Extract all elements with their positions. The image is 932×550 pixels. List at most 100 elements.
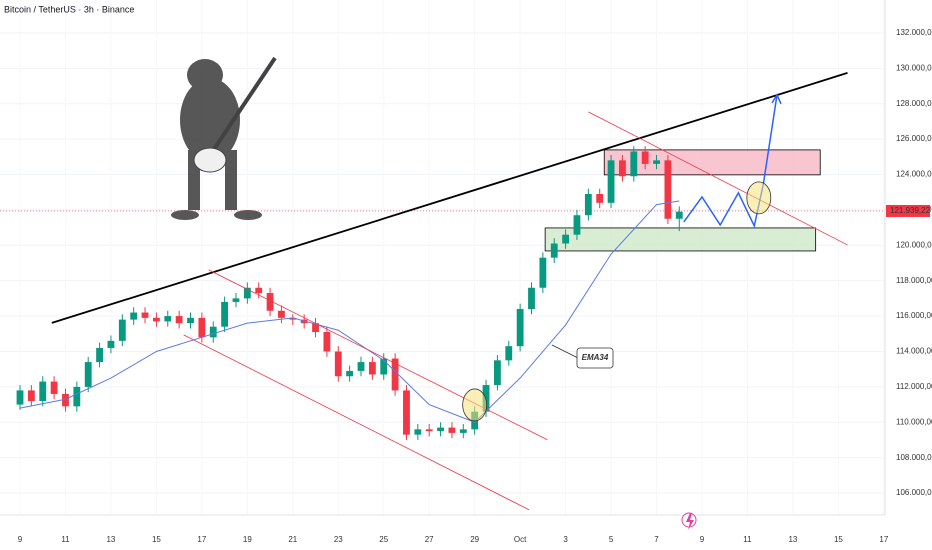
- candle-body: [198, 317, 206, 338]
- callout-pointer: [551, 344, 579, 359]
- x-tick-label: Oct: [514, 535, 527, 544]
- candle-body: [39, 381, 47, 402]
- callout-box: [576, 347, 614, 369]
- trend-line: [208, 269, 548, 441]
- candle-body: [516, 309, 524, 347]
- candle-body: [107, 340, 115, 348]
- candle-body: [596, 193, 604, 203]
- x-tick-label: 15: [834, 535, 843, 544]
- y-tick-label: 108.000,00: [896, 453, 932, 462]
- candle-body: [209, 326, 217, 338]
- x-tick-label: 19: [243, 535, 252, 544]
- candle-body: [27, 390, 35, 402]
- x-tick-label: 5: [609, 535, 614, 544]
- candle-body: [505, 346, 513, 361]
- bear-illustration: [171, 56, 277, 220]
- candle-body: [118, 319, 126, 341]
- y-tick-label: 130.000,00: [896, 63, 932, 72]
- candle-body: [653, 160, 660, 164]
- chart-title: Bitcoin / TetherUS · 3h · Binance: [4, 4, 134, 14]
- candle-body: [607, 160, 615, 203]
- event-icon-ring: [681, 512, 697, 528]
- x-tick-label: 17: [879, 535, 888, 544]
- x-tick-label: 21: [288, 535, 297, 544]
- candle-body: [437, 427, 444, 432]
- candle-body: [459, 429, 467, 433]
- y-tick-label: 124.000,00: [896, 170, 932, 179]
- y-tick-label: 114.000,00: [896, 347, 932, 356]
- candle-body: [175, 316, 183, 324]
- candle-body: [84, 362, 92, 387]
- candle-body: [16, 390, 24, 405]
- candle-body: [152, 317, 160, 322]
- candle-body: [334, 351, 342, 377]
- ema-label: EMA34: [582, 353, 609, 362]
- candle-body: [630, 151, 638, 177]
- candle-body: [380, 358, 388, 375]
- x-tick-label: 29: [470, 535, 479, 544]
- x-tick-label: 27: [425, 535, 434, 544]
- x-tick-label: 13: [106, 535, 115, 544]
- y-tick-label: 120.000,00: [896, 240, 932, 249]
- candle-body: [562, 234, 570, 244]
- y-tick-label: 106.000,00: [896, 488, 932, 497]
- x-tick-label: 15: [152, 535, 161, 544]
- last-price-label: 121.939,22: [890, 206, 931, 215]
- y-tick-label: 118.000,00: [896, 276, 932, 285]
- x-tick-label: 11: [61, 535, 70, 544]
- x-tick-label: 9: [18, 535, 23, 544]
- projection-arrowhead: [771, 93, 782, 105]
- x-tick-label: 25: [379, 535, 388, 544]
- candle-body: [584, 193, 592, 216]
- trend-line: [588, 111, 848, 246]
- candle-body: [243, 287, 251, 299]
- candle-body: [312, 323, 319, 333]
- x-tick-label: 11: [743, 535, 752, 544]
- candle-body: [232, 298, 240, 302]
- trend-line: [51, 72, 848, 324]
- x-tick-label: 23: [334, 535, 343, 544]
- highlight-circle: [462, 388, 488, 422]
- y-tick-label: 126.000,00: [896, 134, 932, 143]
- x-tick-label: 17: [197, 535, 206, 544]
- candle-body: [221, 301, 229, 327]
- y-tick-label: 110.000,00: [896, 417, 932, 426]
- x-tick-label: 9: [700, 535, 705, 544]
- x-tick-label: 7: [654, 535, 659, 544]
- trend-line: [183, 334, 530, 511]
- candle-body: [403, 390, 410, 435]
- candle-body: [73, 386, 81, 407]
- candle-body: [573, 215, 581, 235]
- candle-body: [255, 287, 263, 294]
- candle-body: [675, 211, 683, 219]
- candle-body: [278, 310, 285, 318]
- candle-body: [346, 370, 354, 377]
- x-tick-label: 13: [788, 535, 797, 544]
- candle-body: [641, 151, 649, 164]
- candle-body: [448, 427, 456, 433]
- candle-body: [425, 429, 433, 432]
- candle-body: [96, 347, 103, 363]
- candle-body: [391, 358, 399, 391]
- candle-body: [368, 362, 376, 375]
- candle-body: [141, 312, 149, 318]
- candle-body: [357, 362, 365, 371]
- candle-body: [493, 360, 501, 386]
- last-price-tag: [886, 204, 930, 217]
- zone-box: [603, 149, 821, 176]
- candle-body: [323, 332, 331, 352]
- y-tick-label: 132.000,00: [896, 28, 932, 37]
- candle-body: [50, 381, 58, 394]
- candle-body: [528, 287, 535, 309]
- y-tick-label: 116.000,00: [896, 311, 932, 320]
- candle-body: [187, 317, 194, 324]
- candle-body: [414, 429, 422, 435]
- candle-body: [539, 257, 547, 288]
- candle-body: [289, 317, 297, 320]
- y-tick-label: 128.000,00: [896, 99, 932, 108]
- candle-body: [130, 312, 138, 320]
- candle-body: [62, 393, 69, 407]
- x-tick-label: 3: [563, 535, 568, 544]
